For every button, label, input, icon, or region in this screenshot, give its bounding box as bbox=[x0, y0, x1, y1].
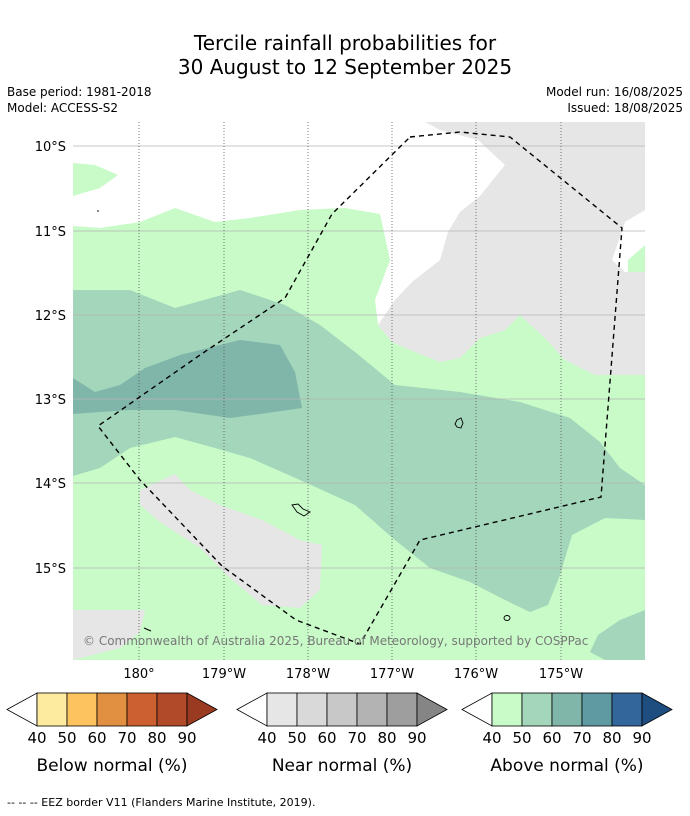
near-normal-tick-label: 70 bbox=[347, 729, 366, 747]
below-normal-tick-label: 80 bbox=[147, 729, 166, 747]
near-normal-swatch bbox=[356, 692, 388, 727]
above-normal-40-50-patch-nw bbox=[73, 163, 118, 196]
near-normal-swatch bbox=[296, 692, 328, 727]
near-normal-tick-label: 50 bbox=[287, 729, 306, 747]
title-line-1: Tercile rainfall probabilities for bbox=[193, 31, 497, 55]
above-normal-swatch bbox=[551, 692, 583, 727]
lat-label-12s: 12°S bbox=[35, 309, 66, 324]
above-normal-tick-label: 60 bbox=[542, 729, 561, 747]
lat-label-10s: 10°S bbox=[35, 140, 66, 155]
above-normal-swatch bbox=[581, 692, 613, 727]
island-northwest bbox=[97, 210, 99, 212]
below-normal-tick-label: 60 bbox=[87, 729, 106, 747]
above-normal-high-arrow bbox=[641, 692, 673, 727]
lon-label-176w: 176°W bbox=[454, 667, 498, 682]
near-normal-high-arrow bbox=[416, 692, 448, 727]
eez-footnote: -- -- -- EEZ border V11 (Flanders Marine… bbox=[7, 796, 316, 809]
below-normal-swatch bbox=[156, 692, 188, 727]
near-normal-swatch bbox=[266, 692, 298, 727]
lat-label-11s: 11°S bbox=[35, 225, 66, 240]
above-normal-swatch bbox=[521, 692, 553, 727]
near-normal-colorbar: 40 50 60 70 80 90 Near normal (%) bbox=[236, 692, 448, 776]
copyright-text: © Commonwealth of Australia 2025, Bureau… bbox=[83, 634, 588, 648]
island-east bbox=[454, 417, 464, 429]
eez-border bbox=[96, 131, 623, 645]
lat-label-14s: 14°S bbox=[35, 477, 66, 492]
above-normal-60-70-region bbox=[73, 340, 302, 418]
above-normal-tick-label: 40 bbox=[482, 729, 501, 747]
colorbar-legends: 40 50 60 70 80 90 Below normal (%) 40 50 60 70 80 90… bbox=[6, 692, 673, 776]
above-normal-swatch bbox=[611, 692, 643, 727]
latitude-labels: 10°S 11°S 12°S 13°S 14°S 15°S bbox=[35, 140, 66, 577]
title-line-2: 30 August to 12 September 2025 bbox=[177, 55, 513, 79]
longitude-labels: 180° 179°W 178°W 177°W 176°W 175°W bbox=[123, 667, 583, 682]
above-normal-50-60-patch-se bbox=[590, 610, 645, 660]
below-normal-tick-label: 40 bbox=[27, 729, 46, 747]
above-normal-tick-label: 90 bbox=[632, 729, 651, 747]
below-normal-swatch bbox=[96, 692, 128, 727]
near-normal-tick-label: 60 bbox=[317, 729, 336, 747]
near-normal-40-50-region-south bbox=[140, 474, 322, 608]
lon-label-179w: 179°W bbox=[202, 667, 246, 682]
above-normal-40-50-patch-ne bbox=[628, 245, 645, 272]
above-normal-low-arrow bbox=[461, 692, 493, 727]
near-normal-tick-label: 90 bbox=[407, 729, 426, 747]
lon-label-175w: 175°W bbox=[539, 667, 583, 682]
below-normal-colorbar: 40 50 60 70 80 90 Below normal (%) bbox=[6, 692, 218, 776]
above-normal-tick-label: 50 bbox=[512, 729, 531, 747]
below-normal-swatch bbox=[36, 692, 68, 727]
graticule bbox=[73, 145, 645, 569]
lon-label-180: 180° bbox=[123, 667, 154, 682]
below-normal-tick-label: 70 bbox=[117, 729, 136, 747]
above-normal-tick-label: 80 bbox=[602, 729, 621, 747]
lat-label-15s: 15°S bbox=[35, 562, 66, 577]
model-run: Model run: 16/08/2025 bbox=[545, 85, 683, 99]
near-normal-tick-label: 40 bbox=[257, 729, 276, 747]
below-normal-legend-title: Below normal (%) bbox=[37, 756, 188, 776]
base-period: Base period: 1981-2018 bbox=[7, 85, 152, 99]
below-normal-swatch bbox=[66, 692, 98, 727]
below-normal-tick-label: 50 bbox=[57, 729, 76, 747]
below-normal-high-arrow bbox=[186, 692, 218, 727]
below-normal-tick-label: 90 bbox=[177, 729, 196, 747]
lat-label-13s: 13°S bbox=[35, 393, 66, 408]
lon-label-178w: 178°W bbox=[286, 667, 330, 682]
lon-label-177w: 177°W bbox=[370, 667, 414, 682]
island-southeast bbox=[503, 615, 511, 621]
above-normal-colorbar: 40 50 60 70 80 90 Above normal (%) bbox=[461, 692, 673, 776]
near-normal-low-arrow bbox=[236, 692, 268, 727]
island-southwest bbox=[143, 627, 152, 632]
issued-date: Issued: 18/08/2025 bbox=[567, 101, 683, 115]
island-south bbox=[291, 503, 311, 517]
near-normal-40-50-region-east bbox=[378, 122, 645, 375]
above-normal-legend-title: Above normal (%) bbox=[490, 756, 643, 776]
near-normal-swatch bbox=[326, 692, 358, 727]
below-normal-swatch bbox=[126, 692, 158, 727]
above-normal-tick-label: 70 bbox=[572, 729, 591, 747]
probability-map: © Commonwealth of Australia 2025, Bureau… bbox=[73, 122, 645, 660]
near-normal-legend-title: Near normal (%) bbox=[272, 756, 412, 776]
near-normal-swatch bbox=[386, 692, 418, 727]
above-normal-swatch bbox=[491, 692, 523, 727]
near-normal-40-50-region-sw bbox=[73, 610, 145, 660]
near-normal-tick-label: 80 bbox=[377, 729, 396, 747]
below-normal-low-arrow bbox=[6, 692, 38, 727]
model-name: Model: ACCESS-S2 bbox=[7, 101, 119, 115]
